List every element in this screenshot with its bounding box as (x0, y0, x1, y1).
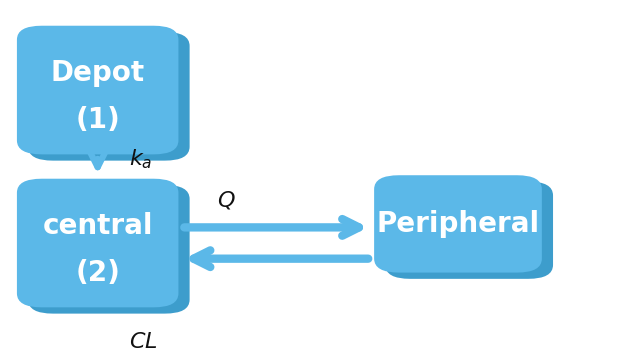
Text: (2): (2) (76, 259, 120, 286)
FancyBboxPatch shape (374, 175, 542, 273)
Text: $k_a$: $k_a$ (129, 148, 152, 171)
Text: $Q$: $Q$ (217, 189, 236, 211)
FancyBboxPatch shape (385, 181, 553, 279)
FancyBboxPatch shape (28, 185, 190, 313)
FancyBboxPatch shape (17, 26, 178, 154)
FancyBboxPatch shape (28, 32, 190, 160)
Text: Peripheral: Peripheral (376, 210, 540, 238)
FancyBboxPatch shape (17, 179, 178, 307)
Text: Depot: Depot (51, 59, 145, 87)
Text: central: central (42, 212, 153, 240)
Text: (1): (1) (76, 106, 120, 133)
Text: $CL$: $CL$ (129, 332, 157, 352)
